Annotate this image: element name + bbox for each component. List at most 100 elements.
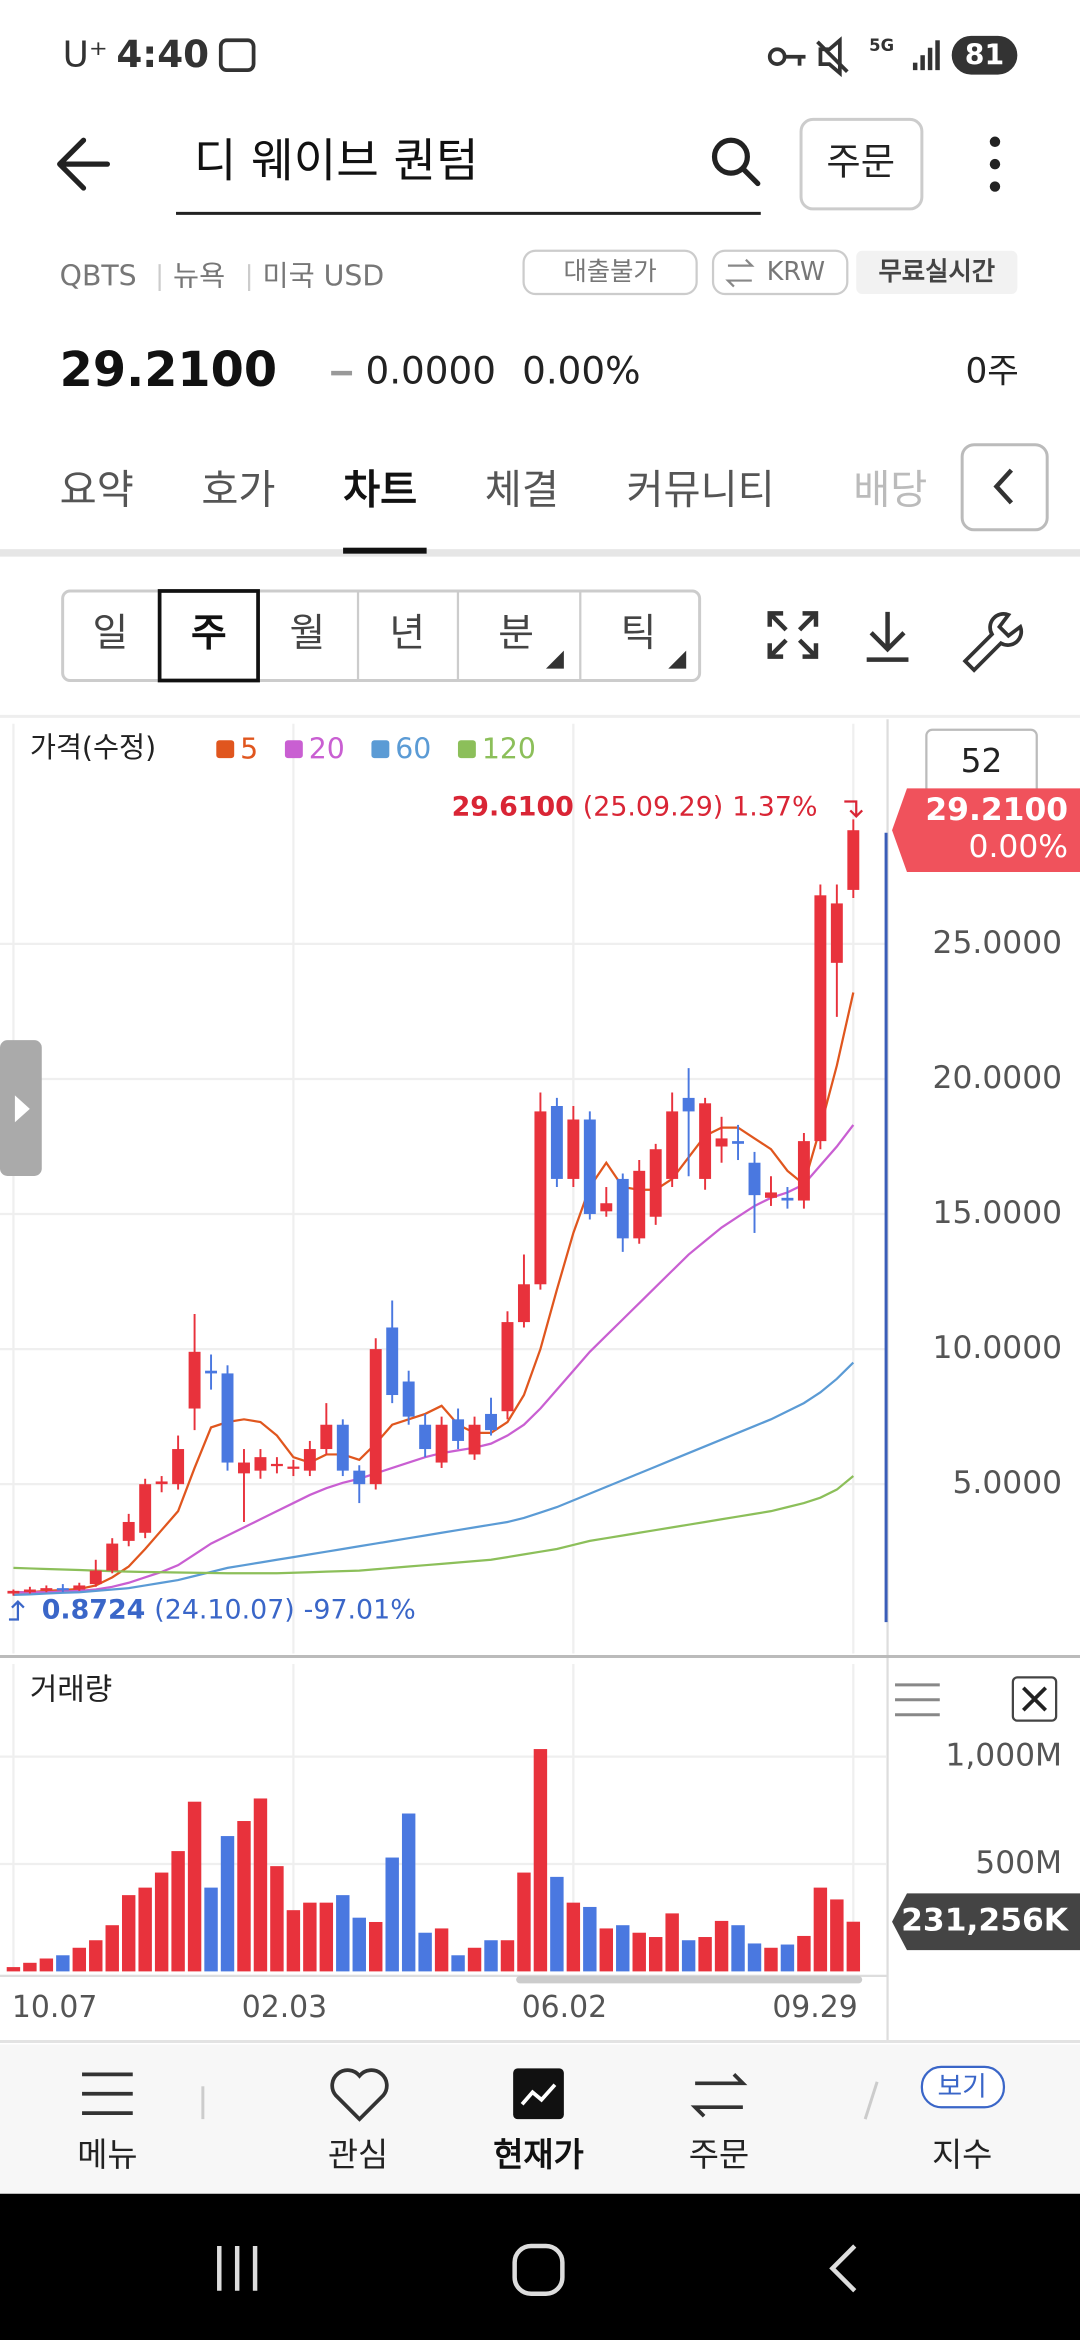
system-buttons[interactable] [217, 2243, 857, 2296]
tab[interactable]: 배당 [853, 467, 927, 513]
high-marker-change: 1.37% [732, 791, 817, 822]
expand-button[interactable] [767, 611, 819, 659]
candle-body [600, 1203, 613, 1212]
moving-average-line [13, 1361, 855, 1597]
low-marker-arrow [8, 1600, 25, 1621]
tab[interactable]: 커뮤니티 [627, 467, 775, 513]
candle-body [238, 1462, 250, 1474]
volume-bar [336, 1895, 350, 1972]
volume-bar [154, 1872, 169, 1972]
search-button[interactable] [711, 137, 761, 187]
period[interactable]: 주 [191, 611, 227, 656]
chart-title: 가격(수정) [30, 731, 156, 764]
period[interactable]: 일 [93, 611, 129, 656]
candle-body [40, 1588, 53, 1591]
badge-label: 무료실시간 [878, 256, 995, 286]
candle-body [122, 1521, 135, 1541]
candle-body [765, 1192, 777, 1198]
volume-bar [369, 1921, 383, 1972]
volume-bar [500, 1940, 515, 1972]
volume-bar [121, 1895, 136, 1972]
high-marker-arrow [844, 800, 864, 819]
volume-bar [583, 1906, 597, 1972]
high-marker-value: 29.6100 [452, 791, 574, 822]
volume-bar [813, 1887, 828, 1972]
volume-bar [632, 1932, 646, 1972]
candle-body [435, 1424, 448, 1463]
candle-body [781, 1197, 794, 1201]
candle-body [303, 1449, 316, 1471]
candle-body [666, 1111, 679, 1179]
exchange: 뉴욕 [173, 260, 225, 293]
nav-label[interactable]: 주문 [689, 2136, 749, 2174]
moving-average-line [13, 992, 855, 1594]
order-button[interactable] [799, 117, 924, 211]
panel-menu[interactable] [895, 1683, 940, 1717]
network-type: 5G [869, 36, 894, 55]
more-menu[interactable] [989, 136, 1001, 192]
volume-bar [747, 1943, 762, 1972]
x-tick-label: 10.07 [12, 1990, 97, 2025]
candle-body [386, 1327, 399, 1396]
dropdown-marks [545, 650, 687, 669]
volume-bar [550, 1876, 564, 1972]
candle-body [616, 1178, 629, 1239]
current-volume-label: 231,256K [901, 1903, 1070, 1939]
period[interactable]: 년 [389, 611, 425, 656]
period[interactable]: 틱 [621, 611, 657, 656]
period-selected[interactable] [157, 589, 260, 683]
nav-label[interactable]: 메뉴 [77, 2136, 137, 2174]
chevron [993, 468, 1014, 505]
candle-body [188, 1351, 201, 1409]
x-tick-label: 09.29 [772, 1990, 857, 2025]
period[interactable]: 분 [498, 611, 534, 656]
moving-average-line [13, 1124, 855, 1594]
candle-body [369, 1349, 382, 1485]
candle-body [419, 1424, 432, 1450]
volume-bar [56, 1955, 70, 1972]
candle-body [847, 830, 860, 890]
volume-bar [72, 1947, 87, 1972]
volume-bar [731, 1925, 745, 1972]
volume-bar [451, 1955, 465, 1972]
volume-bar [616, 1925, 630, 1972]
legend-label: 60 [395, 733, 431, 766]
candle-body [468, 1424, 481, 1455]
badge-label: KRW [767, 256, 825, 286]
tab[interactable]: 호가 [201, 467, 275, 513]
volume-bar [319, 1902, 334, 1972]
volume-bar [105, 1925, 119, 1972]
close-icon [1021, 1686, 1048, 1712]
nav-label[interactable]: 관심 [328, 2136, 388, 2174]
nav-label-active[interactable]: 현재가 [493, 2136, 584, 2174]
candle-body [649, 1149, 662, 1217]
candle-body [732, 1141, 745, 1144]
candle-body [699, 1103, 712, 1179]
candle-body [633, 1170, 646, 1239]
settings-button[interactable] [962, 612, 1024, 673]
clock: 4:40 [116, 32, 209, 76]
scrollbar[interactable] [516, 1975, 863, 1984]
tab[interactable]: 요약 [60, 467, 134, 513]
badge [856, 250, 1018, 294]
period[interactable]: 월 [289, 611, 325, 656]
back-button[interactable] [57, 137, 111, 191]
download-button[interactable] [866, 611, 909, 662]
volume-bar [665, 1913, 679, 1972]
battery-level: 81 [965, 39, 1004, 72]
ticker: QBTS [60, 260, 137, 293]
volume-bar [533, 1749, 548, 1972]
legend-label: 20 [309, 733, 345, 766]
tab-active[interactable]: 차트 [343, 467, 417, 513]
volume-bar [648, 1937, 663, 1972]
candle-body [89, 1570, 102, 1585]
tab-scroll-button[interactable] [960, 443, 1049, 532]
volume-bar [187, 1801, 202, 1972]
stock-name[interactable]: 디 웨이브 퀀텀 [194, 134, 479, 188]
nav-label[interactable]: 지수 [932, 2136, 992, 2174]
candle-body [139, 1484, 152, 1533]
tab[interactable]: 체결 [485, 467, 559, 513]
volume-bar [89, 1940, 103, 1972]
volume-bar [467, 1947, 482, 1972]
